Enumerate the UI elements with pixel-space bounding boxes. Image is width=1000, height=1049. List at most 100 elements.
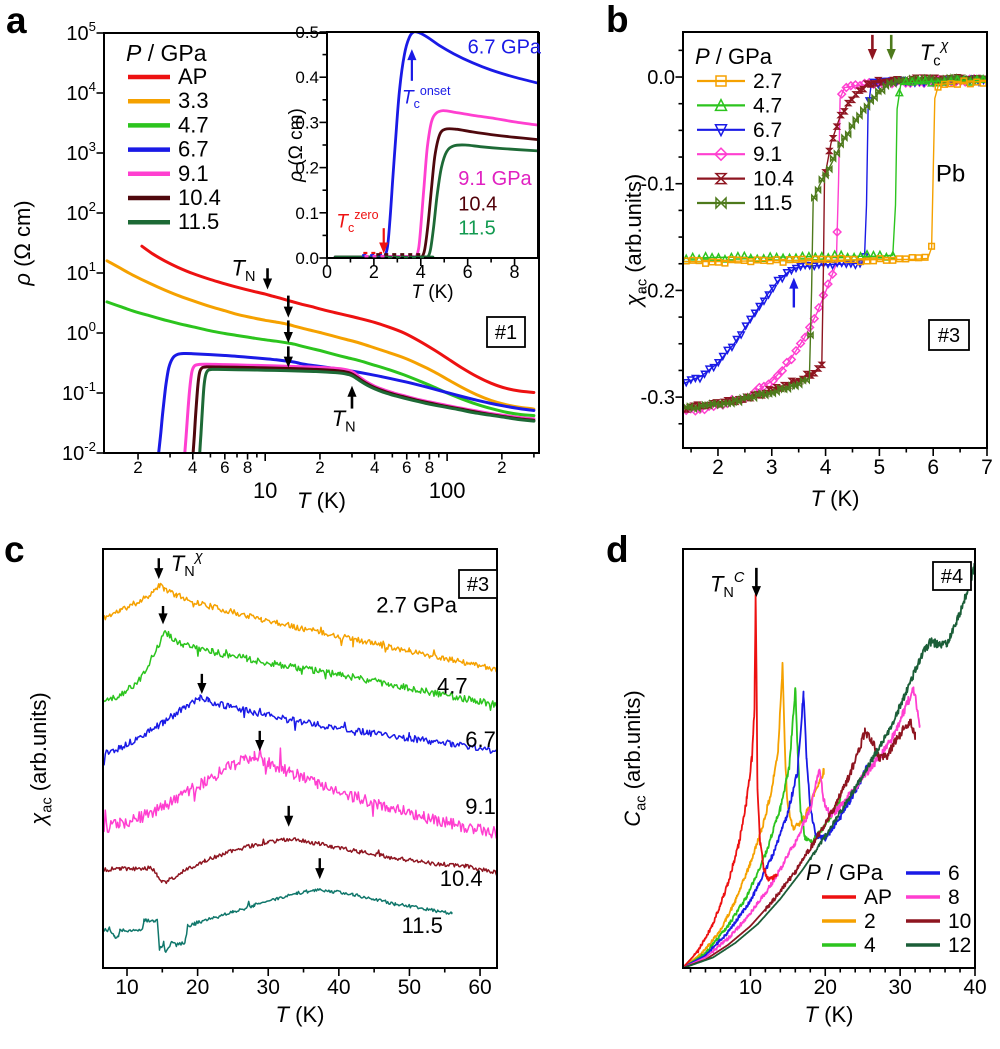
- annotation-text: Tconset: [402, 84, 451, 111]
- x-tick-label: 10: [115, 976, 138, 999]
- x-tick-label: 5: [874, 456, 886, 479]
- y-tick-label: 0.4: [295, 68, 319, 87]
- legend-item-label: 9.1: [753, 143, 782, 166]
- x-tick-label: 3: [766, 456, 778, 479]
- plot-area-a: [105, 244, 536, 454]
- legend-item-label: 12: [948, 934, 971, 957]
- legend-item-label: 10: [948, 910, 971, 933]
- series-a-11.5: [198, 367, 536, 454]
- svg-text:#4: #4: [941, 566, 963, 588]
- x-tick-label: 4: [188, 458, 197, 477]
- x-tick-label: 50: [398, 976, 421, 999]
- sample-label-box: #1: [486, 316, 526, 348]
- annotation-text: 6.7: [465, 727, 496, 752]
- y-tick-label: 103: [66, 139, 96, 165]
- legend-item-label: 11.5: [178, 209, 219, 234]
- x-tick-label: 10: [253, 478, 277, 503]
- series-d-8: [684, 686, 921, 968]
- legend-item-label: 3.3: [178, 88, 209, 113]
- x-tick-label: 10: [739, 976, 762, 999]
- series-c-4.7: [102, 630, 498, 711]
- x-tick-label: 4: [820, 456, 832, 479]
- x-tick-label: 4: [370, 458, 379, 477]
- series-c-6.7: [102, 694, 498, 766]
- x-tick-label: 20: [814, 976, 837, 999]
- annotation-text: Tcχ: [920, 38, 950, 69]
- y-tick-label: 0.2: [295, 159, 319, 178]
- axes-frame-d: [682, 548, 976, 969]
- annotation-text: 10.4: [458, 194, 497, 216]
- series-b-11.5: [682, 73, 988, 413]
- y-tick-label: 101: [66, 259, 96, 285]
- series-b-2.7: [682, 77, 988, 267]
- series-a_inset-11.5: [333, 143, 539, 259]
- svg-text:#3: #3: [467, 574, 489, 596]
- x-axis-label-a_inset: T (K): [411, 282, 453, 303]
- x-tick-label: 2: [712, 456, 724, 479]
- legend-item-label: 8: [948, 886, 960, 909]
- x-axis-label-d: T (K): [805, 1002, 854, 1027]
- legend-item-label: 6: [948, 862, 960, 885]
- series-d-4: [684, 687, 842, 968]
- x-tick-label: 40: [963, 976, 986, 999]
- legend-item-label: 11.5: [753, 192, 792, 215]
- y-tick-label: 0.5: [295, 23, 319, 42]
- annotation-text: 9.1: [465, 794, 496, 819]
- legend-item-label: AP: [864, 886, 892, 909]
- x-tick-label: 2: [497, 458, 506, 477]
- annotation-text: Tczero: [336, 208, 378, 235]
- annotation-text: Pb: [936, 161, 965, 188]
- panel-c: 10 20 30 40 50 60 T (K) χac (arb.units) TNχ 2.7 G…: [26, 548, 498, 1027]
- sample-label-box: #3: [928, 319, 970, 351]
- series-d-AP: [683, 593, 778, 967]
- y-tick-label: 100: [66, 319, 96, 345]
- x-tick-label: 60: [468, 976, 491, 999]
- panel-letter-b: b: [606, 0, 629, 40]
- x-tick-label: 8: [510, 262, 520, 282]
- series-a-3.3: [105, 259, 536, 411]
- y-tick-label: -0.1: [641, 174, 675, 196]
- x-tick-label: 2: [369, 262, 379, 282]
- series-d-12: [684, 562, 976, 969]
- series-b-9.1: [682, 73, 988, 416]
- y-tick-label: 102: [66, 199, 96, 225]
- axes-frame-c: [102, 548, 498, 969]
- annotation-text: TN: [232, 256, 256, 285]
- legend-item-label: 9.1: [178, 161, 209, 186]
- legend-item-label: 4: [864, 934, 876, 957]
- x-axis-label-c: T (K): [276, 1002, 325, 1027]
- annotation-text: 11.5: [458, 217, 495, 239]
- annotation-text: 6.7 GPa: [468, 37, 542, 59]
- series-a-4.7: [105, 300, 536, 418]
- x-tick-label: 4: [416, 262, 426, 282]
- legend-item-label: 10.4: [753, 168, 794, 191]
- annotation-text: 4.7: [437, 674, 468, 699]
- series-a-AP: [140, 244, 536, 394]
- legend-item-label: AP: [178, 64, 207, 89]
- sample-label-box: #3: [458, 569, 498, 599]
- y-tick-label: 104: [66, 79, 96, 105]
- series-c-9.1: [102, 747, 498, 839]
- series-d-10: [684, 718, 916, 969]
- legend-header: P / GPa: [695, 44, 773, 69]
- sample-label-box: #4: [932, 561, 972, 591]
- x-tick-label: 6: [220, 458, 229, 477]
- x-tick-label: 2: [315, 458, 324, 477]
- y-axis-label-b: χac (arb.units): [621, 174, 650, 309]
- legend-item-label: 4.7: [178, 112, 209, 137]
- x-tick-label: 6: [402, 458, 411, 477]
- y-axis-label-a: ρ (Ω cm): [10, 200, 35, 286]
- annotation-text: 10.4: [440, 866, 483, 891]
- y-axis-label-a_inset: ρ (Ω cm): [286, 108, 307, 183]
- annotation-text: TNC: [710, 570, 745, 601]
- legend-item-label: 6.7: [178, 137, 209, 162]
- svg-text:#3: #3: [938, 325, 960, 347]
- series-c-10.4: [102, 837, 498, 885]
- x-tick-label: 0: [322, 262, 332, 282]
